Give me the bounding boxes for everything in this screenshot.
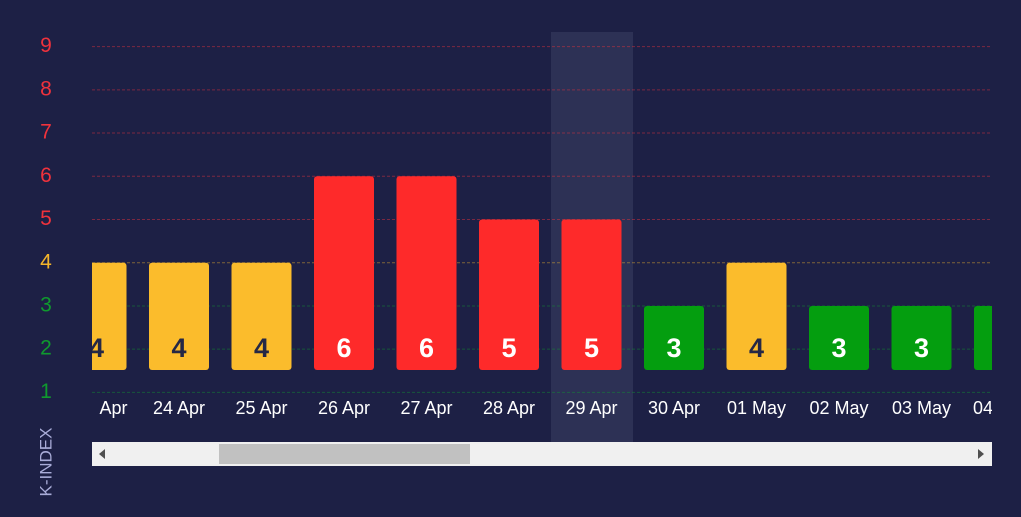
x-tick-label: 03 May — [892, 398, 951, 418]
value-label: 6 — [336, 333, 351, 363]
x-tick-label: 28 Apr — [483, 398, 535, 418]
x-tick-label: 30 Apr — [648, 398, 700, 418]
bar — [891, 305, 952, 370]
x-tick-label: 29 Apr — [565, 398, 617, 418]
x-tick-label: 01 May — [727, 398, 786, 418]
scroll-thumb[interactable] — [219, 444, 470, 464]
scrollbar[interactable] — [92, 442, 992, 466]
x-tick-label: 26 Apr — [318, 398, 370, 418]
value-label: 3 — [666, 333, 681, 363]
x-tick-label: 02 May — [809, 398, 868, 418]
value-label: 5 — [501, 333, 516, 363]
value-label: 3 — [831, 333, 846, 363]
y-tick-label: 9 — [40, 34, 52, 57]
scroll-right-arrow[interactable] — [978, 449, 984, 459]
bar — [974, 305, 992, 370]
bar — [726, 262, 787, 370]
bar — [644, 305, 704, 370]
value-label: 6 — [419, 333, 434, 363]
value-label: 4 — [89, 333, 104, 363]
y-tick-label: 1 — [40, 380, 52, 403]
y-tick-label: 2 — [40, 337, 52, 360]
y-tick-label: 7 — [40, 121, 52, 144]
bar — [396, 176, 457, 370]
y-tick-label: 8 — [40, 77, 52, 100]
bar — [561, 219, 622, 370]
bar — [149, 262, 209, 370]
y-tick-label: 4 — [40, 250, 52, 273]
x-tick-label: Apr — [99, 398, 127, 418]
y-tick-label: 5 — [40, 207, 52, 230]
x-tick-label: 04 — [973, 398, 993, 418]
bar — [479, 219, 539, 370]
value-label: 4 — [254, 333, 269, 363]
bar — [231, 262, 292, 370]
bar — [314, 176, 374, 370]
y-tick-label: 3 — [40, 293, 52, 316]
y-tick-label: 6 — [40, 164, 52, 187]
plot-area: Apr 4 24 Apr 4 25 Apr 4 26 Apr 6 27 Apr 6 28 Apr 5 2… — [89, 46, 993, 418]
x-tick-label: 24 Apr — [153, 398, 205, 418]
x-tick-label: 25 Apr — [235, 398, 287, 418]
scroll-left-arrow[interactable] — [99, 449, 105, 459]
bar — [809, 305, 869, 370]
value-label: 3 — [914, 333, 929, 363]
bar — [92, 262, 127, 370]
value-label: 5 — [584, 333, 599, 363]
y-axis-label: K-INDEX — [36, 428, 55, 497]
x-tick-label: 27 Apr — [400, 398, 452, 418]
value-label: 4 — [171, 333, 186, 363]
value-label: 4 — [749, 333, 764, 363]
